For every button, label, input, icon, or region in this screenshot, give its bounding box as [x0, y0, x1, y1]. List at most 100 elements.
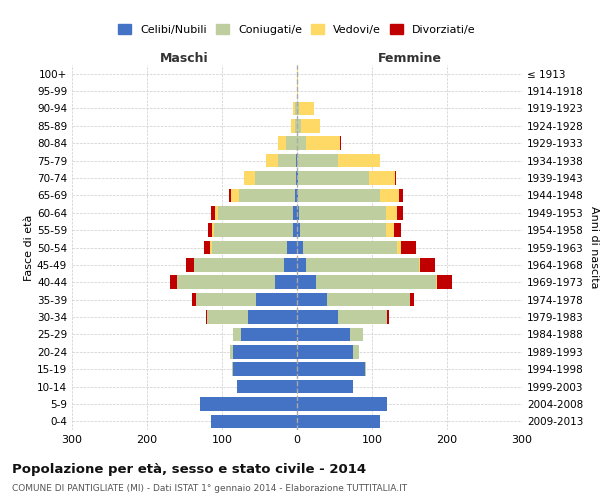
Bar: [380, 188, 399, 202]
Bar: [436, 276, 437, 289]
Text: Femmine: Femmine: [377, 52, 442, 65]
Bar: [297, 136, 306, 150]
Bar: [256, 293, 297, 306]
Bar: [255, 171, 296, 185]
Bar: [297, 397, 387, 410]
Bar: [297, 362, 365, 376]
Bar: [386, 206, 397, 220]
Bar: [212, 240, 287, 254]
Bar: [193, 258, 194, 272]
Bar: [196, 293, 256, 306]
Bar: [297, 293, 327, 306]
Bar: [244, 171, 255, 185]
Bar: [233, 362, 297, 376]
Bar: [387, 310, 389, 324]
Bar: [349, 328, 363, 341]
Bar: [297, 276, 316, 289]
Bar: [237, 380, 297, 394]
Bar: [297, 414, 380, 428]
Bar: [233, 328, 241, 341]
Y-axis label: Anni di nascita: Anni di nascita: [589, 206, 599, 289]
Bar: [295, 102, 297, 115]
Bar: [287, 240, 297, 254]
Bar: [369, 171, 395, 185]
Bar: [340, 136, 341, 150]
Bar: [241, 328, 297, 341]
Bar: [208, 224, 212, 237]
Bar: [186, 258, 193, 272]
Bar: [177, 276, 275, 289]
Bar: [300, 224, 386, 237]
Bar: [297, 224, 300, 237]
Bar: [297, 102, 299, 115]
Bar: [297, 188, 298, 202]
Text: COMUNE DI PANTIGLIATE (MI) - Dati ISTAT 1° gennaio 2014 - Elaborazione TUTTITALI: COMUNE DI PANTIGLIATE (MI) - Dati ISTAT …: [12, 484, 407, 493]
Bar: [301, 119, 320, 132]
Bar: [284, 258, 297, 272]
Bar: [239, 188, 295, 202]
Bar: [233, 345, 297, 358]
Bar: [214, 224, 293, 237]
Bar: [338, 154, 380, 168]
Bar: [299, 102, 314, 115]
Legend: Celibi/Nubili, Coniugati/e, Vedovi/e, Divorziati/e: Celibi/Nubili, Coniugati/e, Vedovi/e, Di…: [114, 20, 480, 39]
Bar: [297, 206, 299, 220]
Bar: [297, 310, 338, 324]
Bar: [395, 171, 396, 185]
Bar: [248, 310, 297, 324]
Bar: [437, 276, 452, 289]
Bar: [229, 345, 233, 358]
Bar: [215, 206, 218, 220]
Bar: [293, 206, 297, 220]
Bar: [297, 119, 301, 132]
Bar: [419, 258, 420, 272]
Bar: [296, 171, 297, 185]
Bar: [338, 310, 387, 324]
Bar: [211, 414, 297, 428]
Bar: [291, 119, 295, 132]
Bar: [365, 362, 366, 376]
Bar: [205, 310, 207, 324]
Bar: [299, 206, 386, 220]
Bar: [394, 224, 401, 237]
Bar: [386, 224, 394, 237]
Bar: [298, 171, 369, 185]
Bar: [266, 154, 277, 168]
Bar: [420, 258, 435, 272]
Bar: [298, 188, 380, 202]
Bar: [297, 328, 349, 341]
Bar: [297, 171, 298, 185]
Bar: [199, 397, 297, 410]
Bar: [192, 293, 196, 306]
Bar: [278, 136, 286, 150]
Bar: [277, 154, 296, 168]
Bar: [218, 206, 293, 220]
Bar: [306, 258, 419, 272]
Bar: [297, 258, 306, 272]
Bar: [293, 224, 297, 237]
Bar: [212, 224, 214, 237]
Bar: [295, 119, 297, 132]
Bar: [353, 345, 359, 358]
Bar: [194, 258, 284, 272]
Bar: [297, 380, 353, 394]
Bar: [286, 136, 297, 150]
Bar: [410, 293, 414, 306]
Bar: [232, 362, 233, 376]
Bar: [229, 188, 231, 202]
Bar: [231, 188, 239, 202]
Bar: [297, 67, 298, 80]
Bar: [297, 154, 338, 168]
Bar: [306, 136, 340, 150]
Bar: [297, 345, 353, 358]
Bar: [409, 293, 410, 306]
Bar: [401, 240, 415, 254]
Text: Maschi: Maschi: [160, 52, 209, 65]
Bar: [275, 276, 297, 289]
Bar: [207, 310, 248, 324]
Bar: [204, 240, 210, 254]
Bar: [327, 293, 409, 306]
Bar: [397, 206, 403, 220]
Y-axis label: Fasce di età: Fasce di età: [24, 214, 34, 280]
Bar: [211, 206, 215, 220]
